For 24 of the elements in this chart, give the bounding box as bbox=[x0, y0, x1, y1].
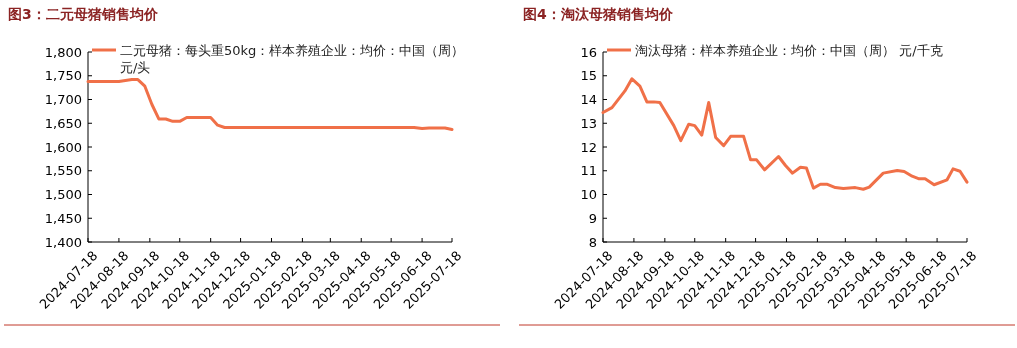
y-tick-label: 1,450 bbox=[44, 210, 82, 226]
y-tick-label: 12 bbox=[580, 139, 597, 155]
legend-label: 淘汰母猪：样本养殖企业：均价：中国（周） 元/千克 bbox=[635, 42, 943, 58]
y-tick-label: 1,400 bbox=[44, 234, 82, 250]
chart-title: 图3：二元母猪销售均价 bbox=[8, 6, 159, 22]
y-tick-label: 9 bbox=[588, 210, 597, 226]
chart-title: 图4：淘汰母猪销售均价 bbox=[523, 6, 674, 22]
line-series bbox=[86, 78, 454, 131]
y-tick-label: 13 bbox=[580, 115, 597, 131]
y-tick-label: 1,650 bbox=[44, 115, 82, 131]
y-tick-label: 10 bbox=[580, 187, 597, 203]
y-tick-label: 1,550 bbox=[44, 163, 82, 179]
y-tick-label: 1,500 bbox=[44, 187, 82, 203]
y-tick-label: 1,800 bbox=[44, 44, 82, 60]
y-tick-label: 14 bbox=[580, 92, 597, 108]
legend-label: 二元母猪：每头重50kg：样本养殖企业：均价：中国（周）元/头 bbox=[120, 42, 465, 75]
line-series bbox=[601, 77, 969, 191]
y-tick-label: 1,700 bbox=[44, 92, 82, 108]
y-tick-label: 16 bbox=[580, 44, 597, 60]
y-tick-label: 1,600 bbox=[44, 139, 82, 155]
y-tick-label: 1,750 bbox=[44, 68, 82, 84]
y-tick-label: 8 bbox=[588, 234, 597, 250]
y-tick-label: 15 bbox=[580, 68, 597, 84]
y-tick-label: 11 bbox=[580, 163, 597, 179]
